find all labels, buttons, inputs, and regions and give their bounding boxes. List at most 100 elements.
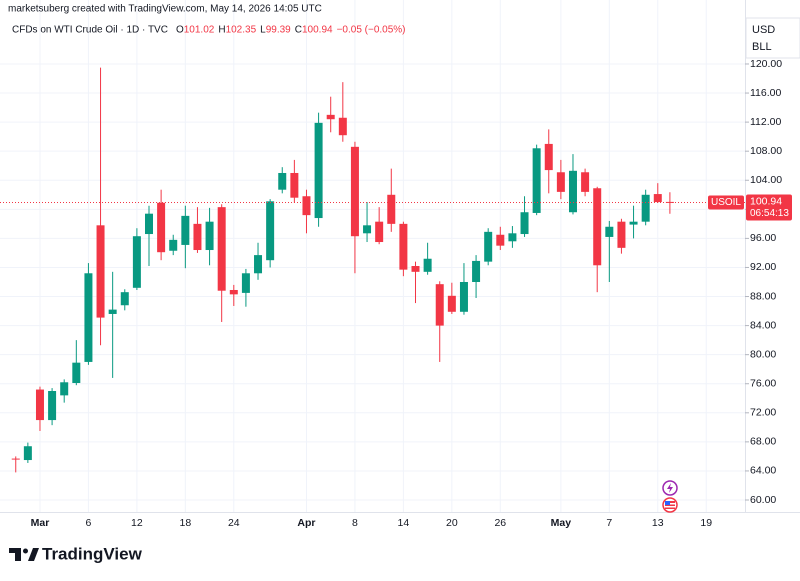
candle-body (363, 225, 372, 234)
candle-body (72, 362, 81, 384)
x-tick-label: Apr (297, 517, 315, 529)
logo-shape (9, 548, 21, 561)
candle-body (556, 172, 565, 192)
legend-value: 99.39 (266, 25, 291, 36)
candle-body (387, 194, 396, 224)
candle-body (399, 223, 408, 270)
y-tick-label: 76.00 (750, 378, 776, 390)
legend-key: C (295, 25, 302, 36)
countdown: 06:54:13 (750, 208, 789, 219)
logo-shape (28, 548, 39, 561)
legend-value: 101.02 (184, 25, 215, 36)
y-tick-label: 68.00 (750, 436, 776, 448)
candle-body (145, 213, 153, 235)
candle-body (96, 225, 105, 318)
candle-body (496, 234, 505, 246)
y-tick-label: 60.00 (750, 494, 776, 506)
ohlc-legend: O 101.02 H 102.35 L 99.39 C 100.94 −0.05 (−0.05%… (176, 25, 406, 36)
x-tick-label: 6 (86, 517, 92, 529)
candle-body (423, 258, 432, 272)
x-tick-label: 12 (131, 517, 143, 529)
candle-body (181, 215, 190, 245)
event-bolt (667, 483, 673, 493)
candle-body (581, 172, 590, 192)
candle-body (338, 117, 347, 136)
price-tag-label: 100.94 (750, 195, 782, 207)
candle-body (217, 207, 226, 291)
x-tick-label: Mar (31, 517, 50, 529)
y-tick-label: 112.00 (750, 116, 781, 128)
candle-body (157, 202, 166, 253)
candles (11, 67, 674, 473)
y-tick-label: 64.00 (750, 465, 776, 477)
legend-key: H (218, 25, 225, 36)
x-tick-label: 26 (494, 517, 506, 529)
candle-body (411, 266, 420, 272)
candle-body (205, 221, 214, 251)
candle-body (11, 458, 20, 460)
y-tick-label: 88.00 (750, 290, 776, 302)
candle-body (472, 260, 481, 282)
candle-body (169, 239, 178, 251)
candle-body (532, 148, 541, 213)
candle-body (641, 194, 650, 222)
candle-body (593, 188, 602, 266)
currency[interactable]: USD (752, 24, 775, 36)
x-tick-label: 13 (652, 517, 664, 529)
symbol-tag (708, 195, 744, 210)
candle-body (35, 389, 44, 421)
candle-body (266, 201, 275, 261)
candle-body (314, 122, 323, 219)
y-tick-label: 72.00 (750, 407, 776, 419)
y-tick-label: 84.00 (750, 319, 776, 331)
candle-body (544, 143, 553, 171)
candle-body (629, 221, 638, 225)
legend-value: 102.35 (226, 25, 257, 36)
x-tick-label: 18 (179, 517, 191, 529)
candle-body (84, 273, 93, 362)
grid (0, 0, 745, 512)
flag-canton (665, 501, 670, 505)
candle-body (435, 284, 444, 326)
candle-body (23, 446, 32, 461)
brand-logo: TradingView (9, 544, 143, 563)
candle-body (132, 236, 141, 288)
logo-dot (23, 548, 28, 554)
candle-body (605, 226, 614, 237)
candle-body (193, 223, 202, 251)
x-tick-label: 7 (606, 517, 612, 529)
candle-body (447, 295, 456, 312)
candle-body (484, 231, 493, 262)
x-tick-label: 8 (352, 517, 358, 529)
y-tick-label: 96.00 (750, 232, 776, 244)
candle-body (290, 172, 299, 198)
x-tick-label: 24 (228, 517, 240, 529)
y-tick-label: 92.00 (750, 261, 776, 273)
candle-body (48, 391, 57, 421)
candle-body (60, 382, 69, 396)
candle-body (229, 289, 238, 295)
unit-box[interactable] (745, 17, 800, 59)
y-tick-label: 116.00 (750, 87, 781, 99)
candle-body (375, 221, 384, 243)
x-tick-label: 19 (700, 517, 712, 529)
x-tick-label: 14 (398, 517, 410, 529)
legend-change: −0.05 (−0.05%) (337, 25, 406, 36)
candle-body (520, 212, 529, 235)
candle-body (254, 255, 263, 274)
y-tick-label: 80.00 (750, 348, 776, 360)
x-tick-label: May (551, 517, 572, 529)
price-tag (746, 194, 792, 221)
unit[interactable]: BLL (752, 41, 772, 53)
candle-body (459, 281, 468, 312)
candle-body (326, 114, 335, 120)
candle-body (108, 309, 117, 314)
y-tick-label: 108.00 (750, 145, 782, 157)
candle-body (350, 146, 359, 237)
candle-body (653, 194, 662, 203)
x-tick-label: 20 (446, 517, 458, 529)
candle-body (278, 172, 287, 190)
